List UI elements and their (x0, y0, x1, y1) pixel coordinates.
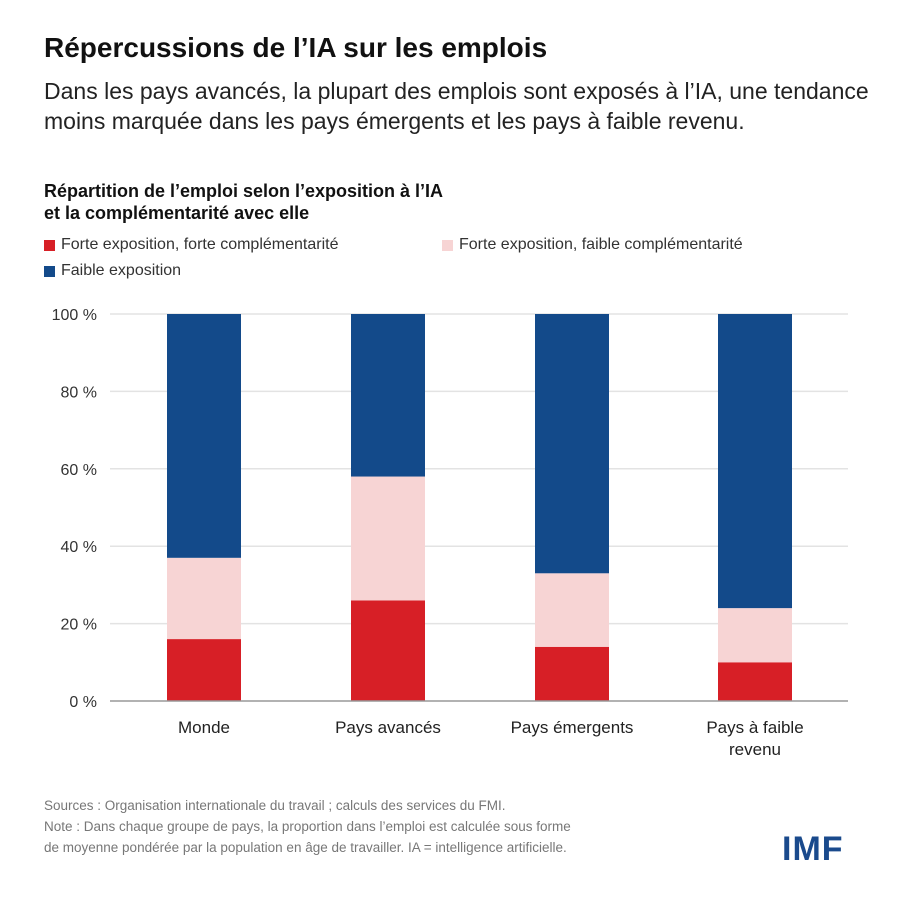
bar-segment (718, 314, 792, 609)
y-tick-label: 100 % (52, 307, 97, 324)
chart-title: Répartition de l’emploi selon l’expositi… (44, 180, 443, 224)
imf-logo: IMF (782, 830, 844, 868)
legend-swatch (442, 239, 453, 251)
bar-segment (535, 646, 609, 701)
y-tick-label: 60 % (61, 462, 97, 479)
page-title: Répercussions de l’IA sur les emplois (44, 32, 548, 63)
legend-swatch (44, 265, 55, 277)
y-tick-label: 0 % (69, 694, 97, 711)
legend-label: Forte exposition, faible complémentarité (459, 236, 743, 253)
y-tick-label: 80 % (61, 384, 97, 401)
legend-item-high-low: Forte exposition, faible complémentarité (442, 236, 743, 254)
sources: Sources : Organisation internationale du… (44, 798, 506, 813)
bar-segment (535, 573, 609, 647)
legend-label: Faible exposition (61, 262, 182, 279)
legend-item-high-high: Forte exposition, forte complémentarité (44, 236, 338, 254)
chart-title-line1: Répartition de l’emploi selon l’expositi… (44, 181, 444, 201)
x-tick-label: revenu (729, 740, 781, 759)
bar-segment (167, 639, 241, 701)
bar-segment (351, 600, 425, 701)
bar-segment (718, 608, 792, 663)
note-line2: de moyenne pondérée par la population en… (44, 840, 567, 855)
legend-swatch (44, 239, 55, 251)
x-tick-label: Pays à faible (706, 718, 803, 737)
bar-segment (718, 662, 792, 701)
bar-segment (167, 557, 241, 640)
x-tick-label: Monde (178, 718, 230, 737)
x-tick-label: Pays avancés (335, 718, 441, 737)
bar-segment (535, 314, 609, 574)
bar-segment (167, 314, 241, 558)
y-tick-label: 40 % (61, 539, 97, 556)
subtitle: Dans les pays avancés, la plupart des em… (44, 78, 869, 134)
chart-title-line2: et la complémentarité avec elle (44, 203, 310, 223)
note-line1: Note : Dans chaque groupe de pays, la pr… (44, 819, 571, 834)
legend-label: Forte exposition, forte complémentarité (61, 236, 339, 253)
bar-segment (351, 476, 425, 601)
legend-item-low: Faible exposition (44, 262, 181, 280)
source-notes: Sources : Organisation internationale du… (44, 795, 571, 858)
y-tick-label: 20 % (61, 617, 97, 634)
bar-segment (351, 314, 425, 477)
x-tick-label: Pays émergents (511, 718, 634, 737)
